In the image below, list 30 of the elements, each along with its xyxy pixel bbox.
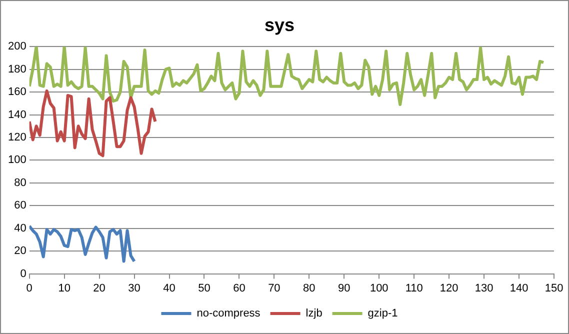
- x-tick-label: 40: [163, 282, 176, 294]
- x-tick-label: 70: [268, 282, 280, 294]
- x-tick-label: 100: [370, 282, 388, 294]
- legend-label: lzjb: [306, 308, 322, 320]
- y-tick-label: 140: [8, 108, 26, 121]
- x-tick-label: 20: [93, 282, 106, 294]
- y-tick-label: 20: [14, 245, 26, 258]
- x-tick-label: 80: [303, 282, 316, 294]
- x-tick-label: 60: [233, 282, 246, 294]
- y-tick-label: 120: [8, 132, 26, 144]
- x-tick-label: 110: [405, 282, 423, 294]
- y-tick-label: 60: [14, 200, 26, 212]
- chart-title: sys: [264, 14, 295, 35]
- y-tick-label: 100: [8, 154, 26, 166]
- y-tick-label: 0: [20, 268, 26, 280]
- x-tick-label: 50: [198, 282, 210, 294]
- y-tick-label: 80: [14, 176, 26, 189]
- x-tick-label: 150: [544, 282, 564, 294]
- legend-label: no-compress: [196, 308, 261, 320]
- y-tick-label: 160: [8, 86, 26, 98]
- x-tick-label: 30: [128, 282, 140, 294]
- x-tick-label: 90: [338, 282, 350, 294]
- y-tick-label: 40: [14, 222, 26, 234]
- y-tick-label: 180: [8, 63, 26, 76]
- x-tick-label: 130: [474, 282, 494, 294]
- x-tick-label: 10: [58, 282, 70, 294]
- x-tick-label: 140: [510, 282, 528, 294]
- y-tick-label: 200: [8, 40, 26, 53]
- legend-label: gzip-1: [368, 308, 398, 320]
- x-tick-label: 120: [440, 282, 458, 294]
